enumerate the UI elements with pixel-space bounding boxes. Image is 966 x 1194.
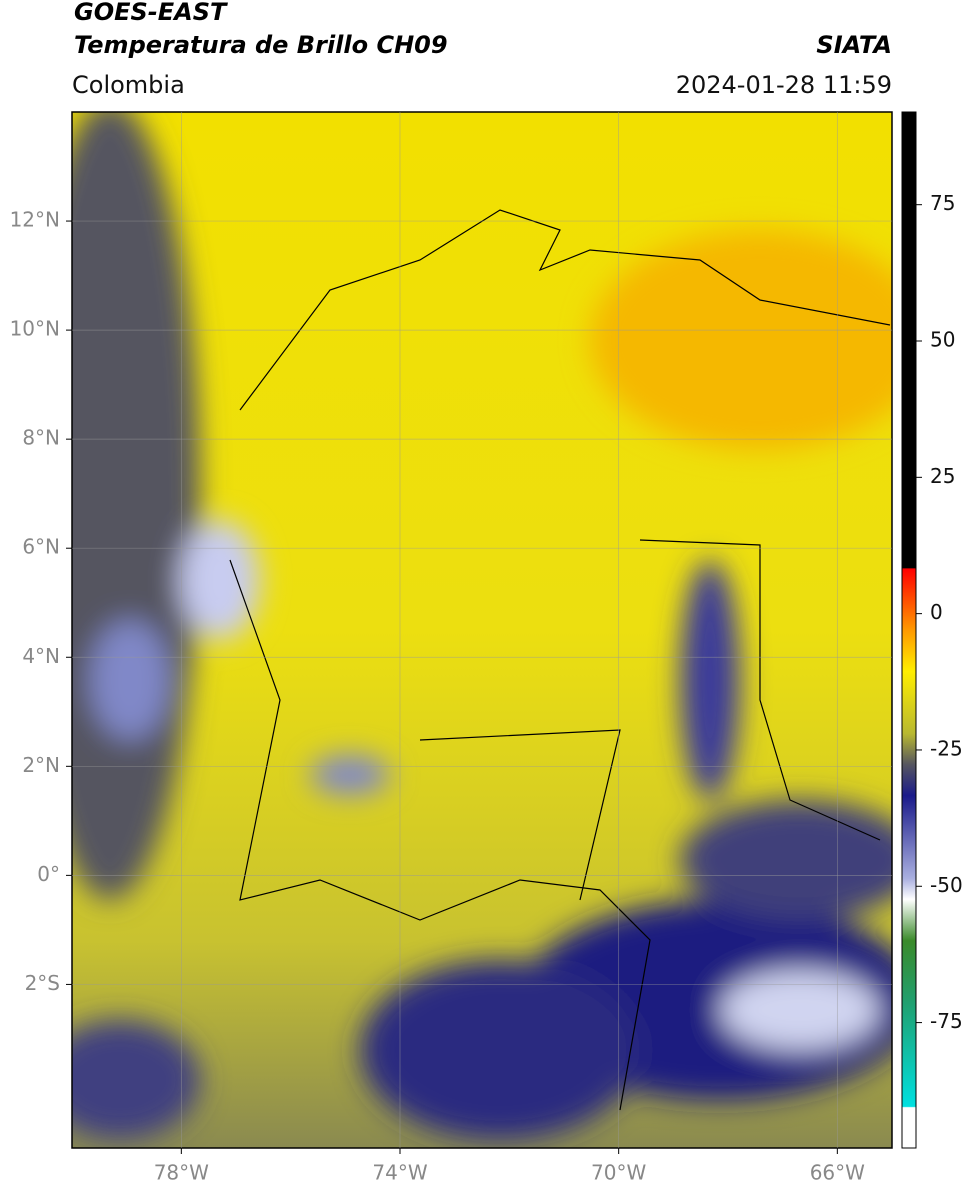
lat-tick-label: 8°N	[22, 426, 60, 450]
colorbar-label: 50	[930, 328, 955, 352]
lon-tick-label: 66°W	[810, 1161, 865, 1185]
colorbar-label: 75	[930, 191, 955, 215]
colorbar-label: -50	[930, 873, 963, 897]
lat-tick-label: 0°	[37, 862, 60, 886]
colorbar-label: -25	[930, 736, 963, 760]
region: Colombia	[72, 71, 185, 99]
lat-tick-label: 12°N	[10, 208, 60, 232]
datetime: 2024-01-28 11:59	[676, 71, 892, 99]
map-image	[72, 112, 892, 1148]
source: SIATA	[816, 31, 892, 59]
lon-tick-label: 70°W	[591, 1161, 646, 1185]
lon-tick-label: 74°W	[372, 1161, 427, 1185]
lat-tick-label: 4°N	[22, 644, 60, 668]
lat-tick-label: 2°N	[22, 753, 60, 777]
colorbar-label: 0	[930, 600, 943, 624]
colorbar-label: 25	[930, 464, 955, 488]
colorbar-label: -75	[930, 1009, 963, 1033]
colorbar	[901, 111, 917, 1149]
lat-tick-label: 10°N	[10, 317, 60, 341]
title: GOES-EAST	[74, 0, 228, 26]
lat-tick-label: 6°N	[22, 535, 60, 559]
lon-tick-label: 78°W	[154, 1161, 209, 1185]
lat-tick-label: 2°S	[25, 971, 60, 995]
map-frame	[71, 111, 893, 1149]
subtitle: Temperatura de Brillo CH09	[74, 31, 448, 59]
